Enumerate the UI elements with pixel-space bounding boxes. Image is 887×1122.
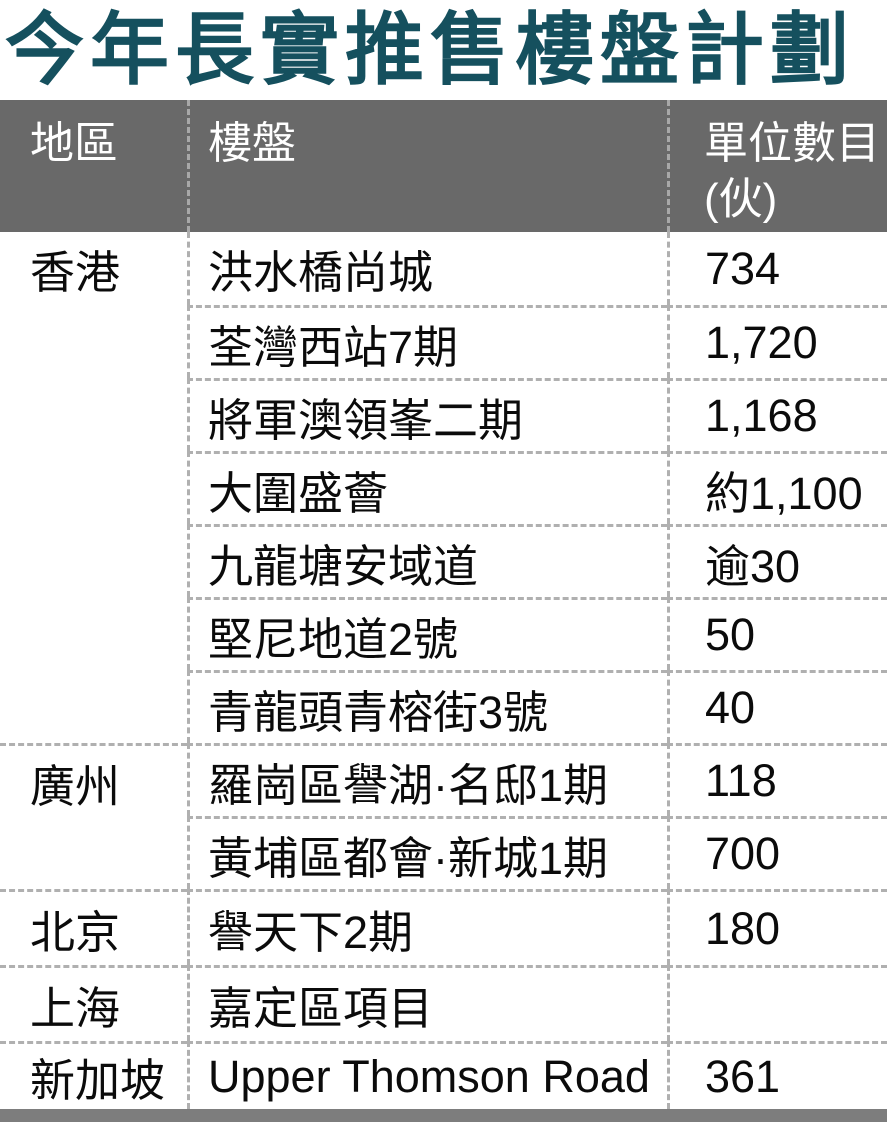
region-label: 廣州 [30, 761, 121, 812]
header-units-line2: (伙) [704, 175, 778, 224]
table-row: 北京 譽天下2期 180 [0, 889, 887, 965]
property-cell: 嘉定區項目 [187, 965, 667, 1041]
page-title: 今年長實推售樓盤計劃 [5, 5, 855, 94]
region-label: 上海 [30, 983, 121, 1034]
table-row: 新加坡 Upper Thomson Road 361 [0, 1041, 887, 1109]
units-cell: 361 [667, 1041, 887, 1109]
property-cell: 大圍盛薈 [187, 451, 667, 524]
property-cell: 荃灣西站7期 [187, 305, 667, 378]
property-cell: Upper Thomson Road [187, 1041, 667, 1109]
header-property-label: 樓盤 [208, 119, 296, 168]
units-cell: 逾30 [667, 524, 887, 597]
property-cell: 黃埔區都會·新城1期 [187, 816, 667, 889]
table-row: 上海 嘉定區項目 [0, 965, 887, 1041]
header-units: 單位數目 (伙) [667, 100, 887, 232]
region-cell: 香港 [0, 232, 187, 743]
property-cell: 青龍頭青榕街3號 [187, 670, 667, 743]
units-cell [667, 965, 887, 1041]
table-header-row: 地區 樓盤 單位數目 (伙) [0, 100, 887, 232]
units-cell: 1,168 [667, 378, 887, 451]
table-row: 黃埔區都會·新城1期 700 [0, 816, 887, 889]
table-row: 堅尼地道2號 50 [0, 597, 887, 670]
header-property: 樓盤 [187, 100, 667, 232]
table-row: 大圍盛薈 約1,100 [0, 451, 887, 524]
region-cell: 上海 [0, 965, 187, 1041]
table-row: 九龍塘安域道 逾30 [0, 524, 887, 597]
units-cell: 約1,100 [667, 451, 887, 524]
table-row: 青龍頭青榕街3號 40 [0, 670, 887, 743]
region-cell: 北京 [0, 889, 187, 965]
units-cell: 700 [667, 816, 887, 889]
units-cell: 50 [667, 597, 887, 670]
property-cell: 洪水橋尚城 [187, 232, 667, 305]
region-label: 香港 [30, 247, 121, 298]
header-units-line1: 單位數目 [704, 119, 880, 168]
units-cell: 118 [667, 743, 887, 816]
table-row: 將軍澳領峯二期 1,168 [0, 378, 887, 451]
property-cell: 羅崗區譽湖·名邸1期 [187, 743, 667, 816]
header-region: 地區 [0, 100, 187, 232]
region-label: 新加坡 [30, 1055, 166, 1106]
data-table: 地區 樓盤 單位數目 (伙) 香港 洪水橋尚城 734 [0, 100, 887, 1109]
property-cell: 堅尼地道2號 [187, 597, 667, 670]
property-cell: 譽天下2期 [187, 889, 667, 965]
table-row: 荃灣西站7期 1,720 [0, 305, 887, 378]
region-cell: 新加坡 [0, 1041, 187, 1109]
units-cell: 40 [667, 670, 887, 743]
region-label: 北京 [30, 907, 121, 958]
footer-bar [0, 1109, 887, 1122]
units-cell: 1,720 [667, 305, 887, 378]
units-cell: 734 [667, 232, 887, 305]
region-cell: 廣州 [0, 743, 187, 889]
property-cell: 九龍塘安域道 [187, 524, 667, 597]
table-row: 香港 洪水橋尚城 734 [0, 232, 887, 305]
table-row: 廣州 羅崗區譽湖·名邸1期 118 [0, 743, 887, 816]
property-cell: 將軍澳領峯二期 [187, 378, 667, 451]
units-cell: 180 [667, 889, 887, 965]
header-region-label: 地區 [30, 119, 118, 168]
